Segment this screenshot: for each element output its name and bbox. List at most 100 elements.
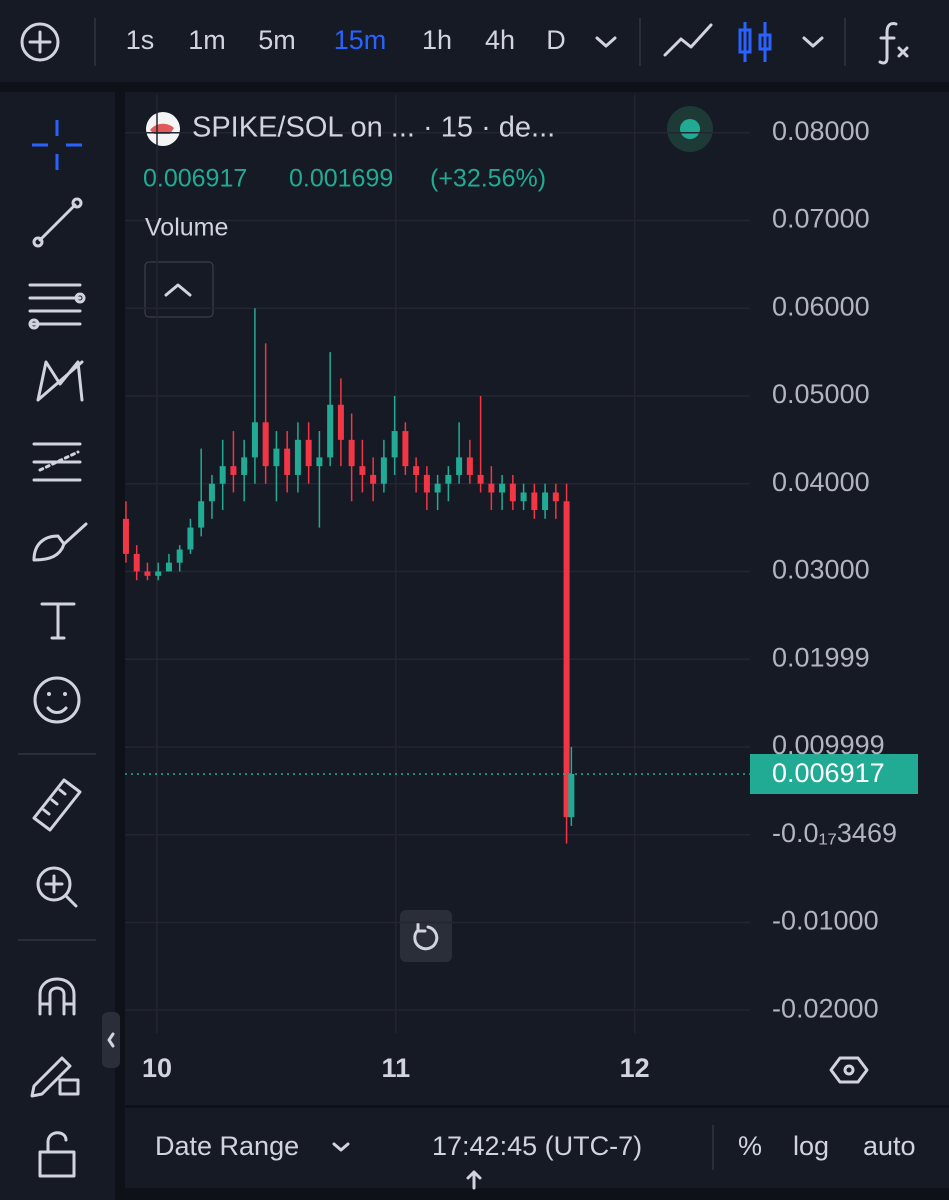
candle-body: [359, 466, 366, 475]
candle-body: [391, 431, 398, 458]
interval-button[interactable]: 4h: [485, 25, 515, 55]
indicators-button[interactable]: [878, 22, 909, 65]
y-tick-label: -0.0₁₇3469: [772, 818, 897, 848]
x-tick-label: 11: [382, 1053, 411, 1083]
y-tick-label: 0.08000: [772, 116, 870, 146]
candle-body: [568, 774, 575, 818]
interval-button[interactable]: 1m: [188, 25, 226, 55]
grid: [125, 95, 750, 1033]
text-tool[interactable]: [40, 602, 76, 640]
zoom-tool[interactable]: [36, 866, 78, 908]
candle-body: [230, 466, 237, 475]
pattern-tool[interactable]: [36, 360, 84, 402]
candle-body: [348, 439, 355, 467]
chart-panel: [125, 92, 949, 1105]
ui-texts: 1s 1m 5m 15m 1h 4h D SPIKE/SOL on ... · 15 · de…: [126, 25, 916, 1161]
brush-tool[interactable]: [32, 522, 88, 562]
prediction-tool[interactable]: [32, 442, 82, 482]
candle-body: [563, 501, 570, 818]
candle-body: [456, 457, 463, 475]
y-tick-label: -0.01000: [772, 906, 879, 936]
last-price-label: 0.006917: [772, 758, 885, 788]
candle-body: [509, 483, 516, 502]
y-tick-label: 0.03000: [772, 555, 870, 585]
interval-button[interactable]: 5m: [258, 25, 296, 55]
line-chart-button[interactable]: [663, 23, 713, 57]
bottom-bar: [125, 1108, 949, 1188]
candle-body: [122, 518, 129, 554]
interval-menu[interactable]: [595, 36, 617, 48]
percent-toggle[interactable]: %: [738, 1131, 762, 1161]
interval-button[interactable]: 15m: [334, 25, 387, 55]
date-range-menu[interactable]: [332, 1142, 350, 1152]
candle-body: [176, 549, 183, 563]
y-tick-label: 0.009999: [772, 730, 885, 760]
candle-body: [305, 439, 312, 467]
y-tick-label: 0.01999: [772, 642, 870, 672]
candle-body: [144, 571, 151, 576]
y-tick-label: -0.02000: [772, 993, 879, 1023]
candle-body: [552, 492, 559, 502]
crosshair-tool[interactable]: [32, 120, 82, 170]
ruler-tool[interactable]: [32, 778, 82, 832]
y-tick-label: 0.06000: [772, 291, 870, 321]
log-toggle[interactable]: log: [793, 1131, 829, 1161]
reset-chart[interactable]: [400, 910, 452, 962]
y-tick-label: 0.05000: [772, 379, 870, 409]
candle-body: [273, 448, 280, 467]
interval-button[interactable]: 1s: [126, 25, 155, 55]
collapse-toolbar[interactable]: [102, 1012, 120, 1068]
logo: [146, 112, 180, 146]
candle-body: [423, 474, 430, 493]
emoji-tool[interactable]: [33, 676, 81, 724]
candle-body: [542, 492, 549, 511]
auto-toggle[interactable]: auto: [863, 1131, 916, 1161]
candle-body: [370, 474, 377, 484]
candle-body: [413, 466, 420, 475]
clock: 17:42:45 (UTC-7): [432, 1131, 642, 1161]
candle-body: [241, 457, 248, 475]
collapse-legend[interactable]: [144, 261, 214, 318]
y-tick-label: 0.04000: [772, 467, 870, 497]
candle-body: [155, 571, 162, 576]
x-tick-label: 10: [142, 1053, 172, 1083]
top-bar: [0, 0, 949, 82]
change-percent: (+32.56%): [430, 165, 546, 193]
candle-body: [402, 431, 409, 467]
scroll-handle[interactable]: [466, 1170, 482, 1190]
candle-chart-button[interactable]: [738, 22, 772, 62]
candle-body: [499, 483, 506, 493]
candle-body: [251, 422, 258, 458]
lock-drawings[interactable]: [30, 1056, 80, 1098]
date-range[interactable]: Date Range: [155, 1131, 299, 1161]
plot-area: 0.006917: [122, 95, 918, 1033]
last-value: 0.006917: [143, 165, 247, 193]
interval-button[interactable]: D: [546, 25, 566, 55]
unlock-tool[interactable]: [38, 1131, 76, 1178]
candle-body: [327, 404, 334, 458]
candle-body: [284, 448, 291, 475]
candle-body: [198, 501, 205, 528]
settings-button[interactable]: [829, 1056, 869, 1084]
candle-body: [488, 483, 495, 493]
candle-body: [133, 553, 140, 572]
candle-body: [208, 483, 215, 502]
trend-line-tool[interactable]: [32, 197, 83, 248]
y-tick-label: 0.07000: [772, 204, 870, 234]
x-tick-label: 12: [620, 1053, 650, 1083]
candle-body: [434, 483, 441, 493]
candle-body: [165, 562, 172, 572]
candle-body: [187, 527, 194, 550]
candle-body: [380, 457, 387, 484]
candle-body: [477, 474, 484, 484]
magnet-tool[interactable]: [38, 977, 76, 1016]
candle-body: [445, 474, 452, 484]
candle-body: [316, 457, 323, 467]
interval-button[interactable]: 1h: [422, 25, 452, 55]
candle-body: [520, 492, 527, 502]
fib-tool[interactable]: [28, 283, 86, 330]
add-button[interactable]: [20, 22, 60, 62]
chart-type-menu[interactable]: [802, 36, 824, 48]
volume-label: Volume: [145, 214, 228, 242]
